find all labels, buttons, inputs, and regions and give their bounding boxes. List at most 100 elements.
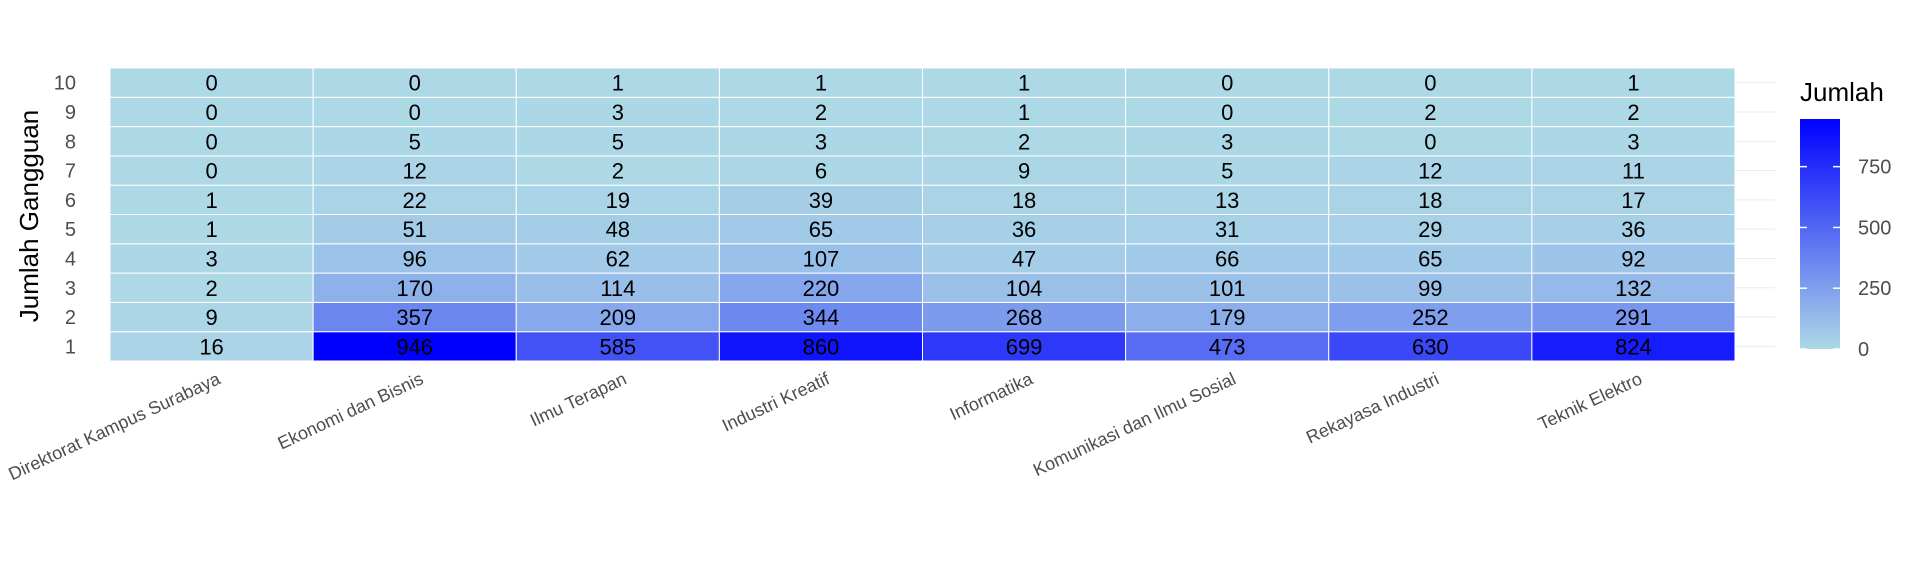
heatmap-cell — [1125, 214, 1330, 245]
cell-value-label: 107 — [803, 246, 840, 271]
cell-value-label: 1 — [612, 71, 624, 96]
cell-value-label: 5 — [409, 129, 421, 154]
heatmap-cell — [515, 272, 720, 303]
cell-value-label: 9 — [1018, 159, 1030, 184]
heatmap-cell — [515, 96, 720, 128]
y-tick-label: 4 — [65, 248, 76, 270]
heatmap-cell — [1328, 243, 1533, 274]
heatmap-cells — [109, 67, 1736, 362]
heatmap-cell — [922, 67, 1127, 98]
cell-value-label: 2 — [612, 159, 624, 184]
y-axis-title: Jumlah Gangguan — [14, 110, 44, 322]
cell-value-label: 946 — [396, 334, 433, 359]
cell-value-label: 114 — [600, 276, 635, 301]
heatmap-cell — [922, 214, 1127, 245]
cell-value-label: 9 — [205, 305, 217, 330]
cell-value-label: 824 — [1615, 334, 1652, 359]
heatmap-cell — [515, 155, 720, 186]
cell-value-label: 96 — [402, 246, 426, 271]
cell-value-label: 1 — [1018, 100, 1030, 125]
x-axis-ticks: Direktorat Kampus Surabaya Ekonomi dan Bi… — [5, 368, 1645, 484]
cell-value-label: 0 — [409, 71, 421, 96]
cell-value-label: 3 — [815, 129, 827, 154]
cell-value-label: 3 — [1627, 129, 1639, 154]
x-tick-label: Komunikasi dan Ilmu Sosial — [1030, 368, 1239, 480]
cell-value-label: 0 — [1221, 71, 1233, 96]
cell-value-label: 18 — [1012, 188, 1036, 213]
cell-value-label: 2 — [1018, 129, 1030, 154]
heatmap-cell — [718, 331, 923, 362]
cell-value-label: 101 — [1209, 276, 1246, 301]
cell-value-label: 2 — [1627, 100, 1639, 125]
heatmap-cell — [922, 126, 1127, 157]
y-axis-ticks: 1 2 3 4 5 6 7 8 9 10 — [54, 73, 76, 359]
heatmap-cell — [718, 184, 923, 215]
cell-value-label: 0 — [205, 159, 217, 184]
cell-value-label: 12 — [1418, 159, 1442, 184]
cell-value-label: 3 — [612, 100, 624, 125]
cell-value-label: 3 — [1221, 129, 1233, 154]
x-tick-label: Direktorat Kampus Surabaya — [5, 368, 224, 484]
heatmap-cell — [1328, 184, 1533, 215]
y-tick-label: 2 — [65, 307, 76, 329]
y-tick-label: 6 — [65, 190, 76, 212]
legend-tick-label: 250 — [1858, 278, 1891, 300]
heatmap-cell — [312, 272, 517, 303]
cell-labels: 1692311000094635717096512212500585209114… — [199, 71, 1651, 360]
y-tick-label: 5 — [65, 219, 76, 241]
heatmap-cell — [1531, 67, 1736, 98]
heatmap-cell — [1125, 301, 1330, 333]
heatmap-cell — [1125, 331, 1330, 362]
heatmap-cell — [1531, 184, 1736, 215]
heatmap-cell — [1531, 272, 1736, 303]
cell-value-label: 48 — [606, 217, 630, 242]
cell-value-label: 860 — [803, 334, 840, 359]
cell-value-label: 585 — [599, 334, 636, 359]
cell-value-label: 36 — [1621, 217, 1645, 242]
cell-value-label: 5 — [1221, 159, 1233, 184]
cell-value-label: 51 — [402, 217, 426, 242]
heatmap-cell — [718, 272, 923, 303]
y-tick-label: 9 — [65, 102, 76, 124]
color-legend: Jumlah 0 250 500 750 — [1800, 77, 1891, 361]
y-tick-label: 10 — [54, 73, 76, 95]
cell-value-label: 0 — [409, 100, 421, 125]
y-tick-label: 7 — [65, 161, 76, 183]
heatmap-cell — [312, 301, 517, 333]
heatmap-cell — [109, 67, 314, 98]
heatmap-cell — [312, 126, 517, 157]
cell-value-label: 65 — [1418, 246, 1442, 271]
cell-value-label: 357 — [396, 305, 433, 330]
heatmap-cell — [515, 243, 720, 274]
cell-value-label: 1 — [1018, 71, 1030, 96]
cell-value-label: 1 — [205, 217, 217, 242]
cell-value-label: 344 — [803, 305, 840, 330]
heatmap-cell — [312, 214, 517, 245]
heatmap-cell — [1328, 214, 1533, 245]
legend-tick-label: 750 — [1858, 157, 1891, 179]
cell-value-label: 47 — [1012, 246, 1036, 271]
cell-value-label: 0 — [205, 100, 217, 125]
cell-value-label: 17 — [1621, 188, 1645, 213]
heatmap-cell — [922, 96, 1127, 128]
cell-value-label: 66 — [1215, 246, 1239, 271]
heatmap-cell — [1531, 331, 1736, 362]
x-tick-label: Industri Kreatif — [719, 368, 834, 436]
heatmap-cell — [312, 67, 517, 98]
legend-title: Jumlah — [1800, 77, 1884, 107]
heatmap-cell — [718, 67, 923, 98]
x-tick-label: Ekonomi dan Bisnis — [275, 368, 427, 453]
cell-value-label: 92 — [1621, 246, 1645, 271]
cell-value-label: 65 — [809, 217, 833, 242]
cell-value-label: 2 — [815, 100, 827, 125]
cell-value-label: 5 — [612, 129, 624, 154]
legend-colorbar — [1800, 119, 1840, 349]
cell-value-label: 11 — [1622, 159, 1645, 184]
heatmap-cell — [515, 214, 720, 245]
y-tick-label: 3 — [65, 278, 76, 300]
cell-value-label: 268 — [1006, 305, 1043, 330]
cell-value-label: 19 — [606, 188, 630, 213]
heatmap-cell — [1328, 301, 1533, 333]
cell-value-label: 39 — [809, 188, 833, 213]
